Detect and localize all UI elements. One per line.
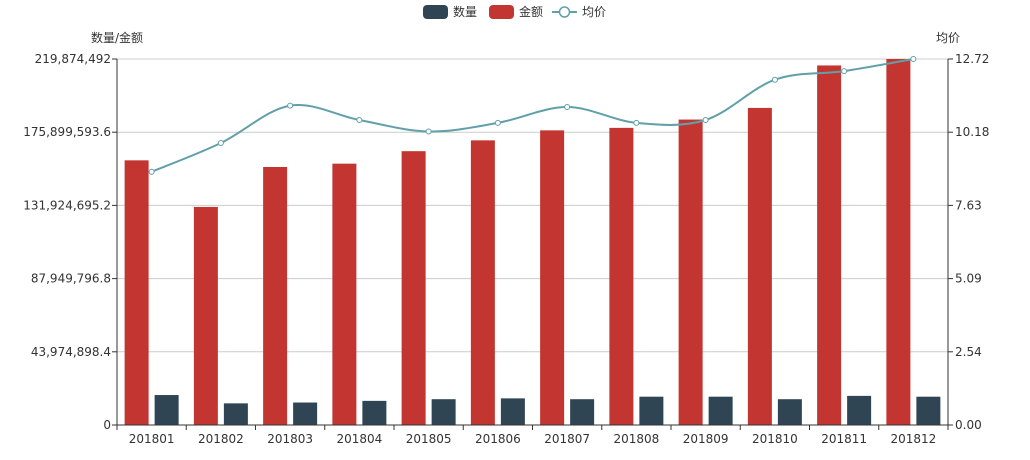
bar-amount — [609, 127, 634, 425]
bars — [124, 59, 941, 426]
bar-amount — [678, 119, 703, 426]
left-tick-label: 175,899,593.6 — [23, 125, 111, 139]
legend-item-2[interactable]: 均价 — [552, 5, 606, 19]
bar-quantity — [777, 399, 802, 425]
left-tick-label: 131,924,695.2 — [23, 198, 111, 212]
bar-amount — [193, 206, 218, 425]
x-tick-label: 201812 — [890, 432, 936, 446]
bar-quantity — [639, 396, 664, 425]
line-point — [564, 104, 571, 111]
legend-item-0[interactable]: 数量 — [423, 4, 477, 19]
right-tick-label: 10.18 — [955, 125, 989, 139]
bar-amount — [747, 107, 772, 426]
bar-amount — [401, 151, 426, 425]
x-tick-label: 201808 — [613, 432, 659, 446]
bar-amount — [886, 59, 911, 425]
x-tick-label: 201802 — [198, 432, 244, 446]
right-tick-label: 5.09 — [955, 272, 982, 286]
line-point — [910, 56, 917, 62]
line-point — [702, 117, 709, 123]
bar-amount — [817, 65, 842, 425]
bar-quantity — [570, 399, 595, 425]
bar-quantity — [916, 396, 941, 425]
legend-item-1[interactable]: 金额 — [489, 4, 543, 19]
x-tick-label: 201807 — [544, 432, 590, 446]
line-point — [494, 119, 501, 126]
avg-price-line — [151, 58, 914, 173]
bar-quantity — [847, 395, 872, 425]
x-tick-label: 201809 — [683, 432, 729, 446]
legend-swatch — [423, 5, 448, 19]
x-tick-label: 201806 — [475, 432, 521, 446]
bar-quantity — [362, 400, 387, 425]
line-point — [771, 76, 778, 83]
line-point — [425, 128, 432, 135]
axes: 0 0.00 43,974,898.4 2.54 87,949,796.8 5.09 131… — [23, 30, 989, 446]
left-tick-label: 43,974,898.4 — [31, 345, 111, 359]
bar-amount — [332, 163, 357, 425]
bar-quantity — [708, 396, 733, 425]
legend-swatch — [489, 5, 514, 19]
bar-amount — [470, 140, 495, 426]
right-axis-title: 均价 — [936, 31, 960, 45]
line-point — [148, 168, 155, 175]
x-tick-label: 201801 — [129, 432, 175, 446]
legend-marker — [558, 6, 571, 18]
left-tick-label: 0 — [103, 418, 111, 432]
line-series — [148, 56, 917, 175]
x-tick-label: 201803 — [267, 432, 313, 446]
left-tick-label: 219,874,492 — [35, 52, 111, 66]
bar-quantity — [223, 403, 248, 425]
bar-amount — [263, 166, 288, 425]
x-tick-label: 201804 — [336, 432, 382, 446]
right-tick-label: 0.00 — [955, 418, 982, 432]
legend-label: 均价 — [582, 5, 606, 19]
left-axis-title: 数量/金额 — [91, 30, 143, 45]
x-tick-label: 201811 — [821, 432, 867, 446]
bar-quantity — [500, 398, 525, 425]
bar-amount — [540, 130, 565, 425]
bar-quantity — [431, 399, 456, 425]
x-tick-label: 201805 — [406, 432, 452, 446]
grid — [117, 58, 948, 353]
legend-label: 数量 — [453, 4, 477, 19]
x-tick-label: 201810 — [752, 432, 798, 446]
line-point — [217, 140, 224, 147]
right-tick-label: 2.54 — [955, 345, 982, 359]
left-tick-label: 87,949,796.8 — [31, 272, 111, 286]
line-point — [356, 117, 363, 123]
legend: 数量 金额 均价 — [423, 4, 606, 19]
bar-amount — [124, 160, 149, 426]
line-point — [287, 102, 294, 109]
bar-quantity — [154, 395, 179, 425]
bar-quantity — [293, 402, 318, 425]
legend-label: 金额 — [519, 4, 543, 19]
right-tick-label: 12.72 — [955, 52, 989, 66]
line-point — [841, 68, 848, 75]
right-tick-label: 7.63 — [955, 198, 982, 212]
line-point — [633, 119, 640, 126]
